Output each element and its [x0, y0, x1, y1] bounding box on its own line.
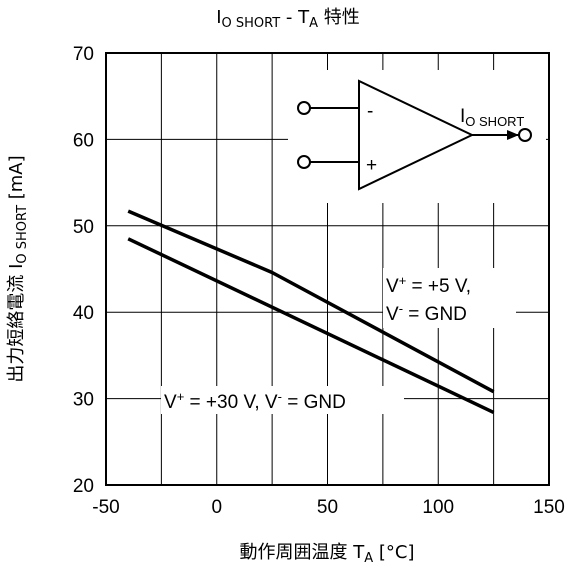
series-label-5v: V+ = +5 V, V- = GND [383, 268, 516, 328]
plot-frame [105, 52, 550, 486]
x-tick-label: -50 [92, 497, 119, 518]
series-line-5v [127, 209, 495, 394]
y-tick-label: 20 [73, 476, 94, 497]
output-arrow-icon [507, 130, 519, 140]
op-amp-inset: - + IO SHORT [288, 70, 546, 203]
series-label-30v: V+ = +30 V, V- = GND [161, 386, 404, 414]
output-current-label: IO SHORT [460, 106, 524, 129]
y-tick-label: 70 [73, 44, 94, 65]
chart-title: IO SHORT - TA 特性 [216, 7, 360, 31]
x-tick-labels: -50 0 50 100 150 [92, 497, 565, 518]
y-tick-labels: 20 30 40 50 60 70 [73, 44, 94, 497]
minus-sign: - [367, 101, 373, 122]
y-tick-label: 30 [73, 390, 94, 411]
x-tick-label: 100 [422, 497, 454, 518]
op-amp-inset-bg [288, 70, 546, 203]
y-tick-label: 60 [73, 130, 94, 151]
series-lines [127, 209, 495, 414]
x-tick-label: 150 [533, 497, 565, 518]
x-tick-label: 0 [211, 497, 222, 518]
series-label-5v-line2: V- = GND [386, 301, 467, 325]
y-axis-label: 出力短絡電流 IO SHORT [mA] [6, 155, 30, 382]
series-label-5v-bg [383, 268, 516, 328]
plus-sign: + [366, 155, 377, 176]
series-label-5v-line1: V+ = +5 V, [386, 273, 471, 297]
x-axis-label: 動作周囲温度 TA [°C] [240, 542, 415, 566]
series-label-30v-text: V+ = +30 V, V- = GND [164, 389, 346, 413]
output-terminal [518, 128, 532, 142]
op-amp-triangle [358, 79, 475, 191]
y-tick-label: 40 [73, 303, 94, 324]
series-label-30v-bg [161, 386, 404, 414]
y-tick-label: 50 [73, 217, 94, 238]
series-line-30v [127, 237, 495, 414]
x-tick-label: 50 [317, 497, 338, 518]
